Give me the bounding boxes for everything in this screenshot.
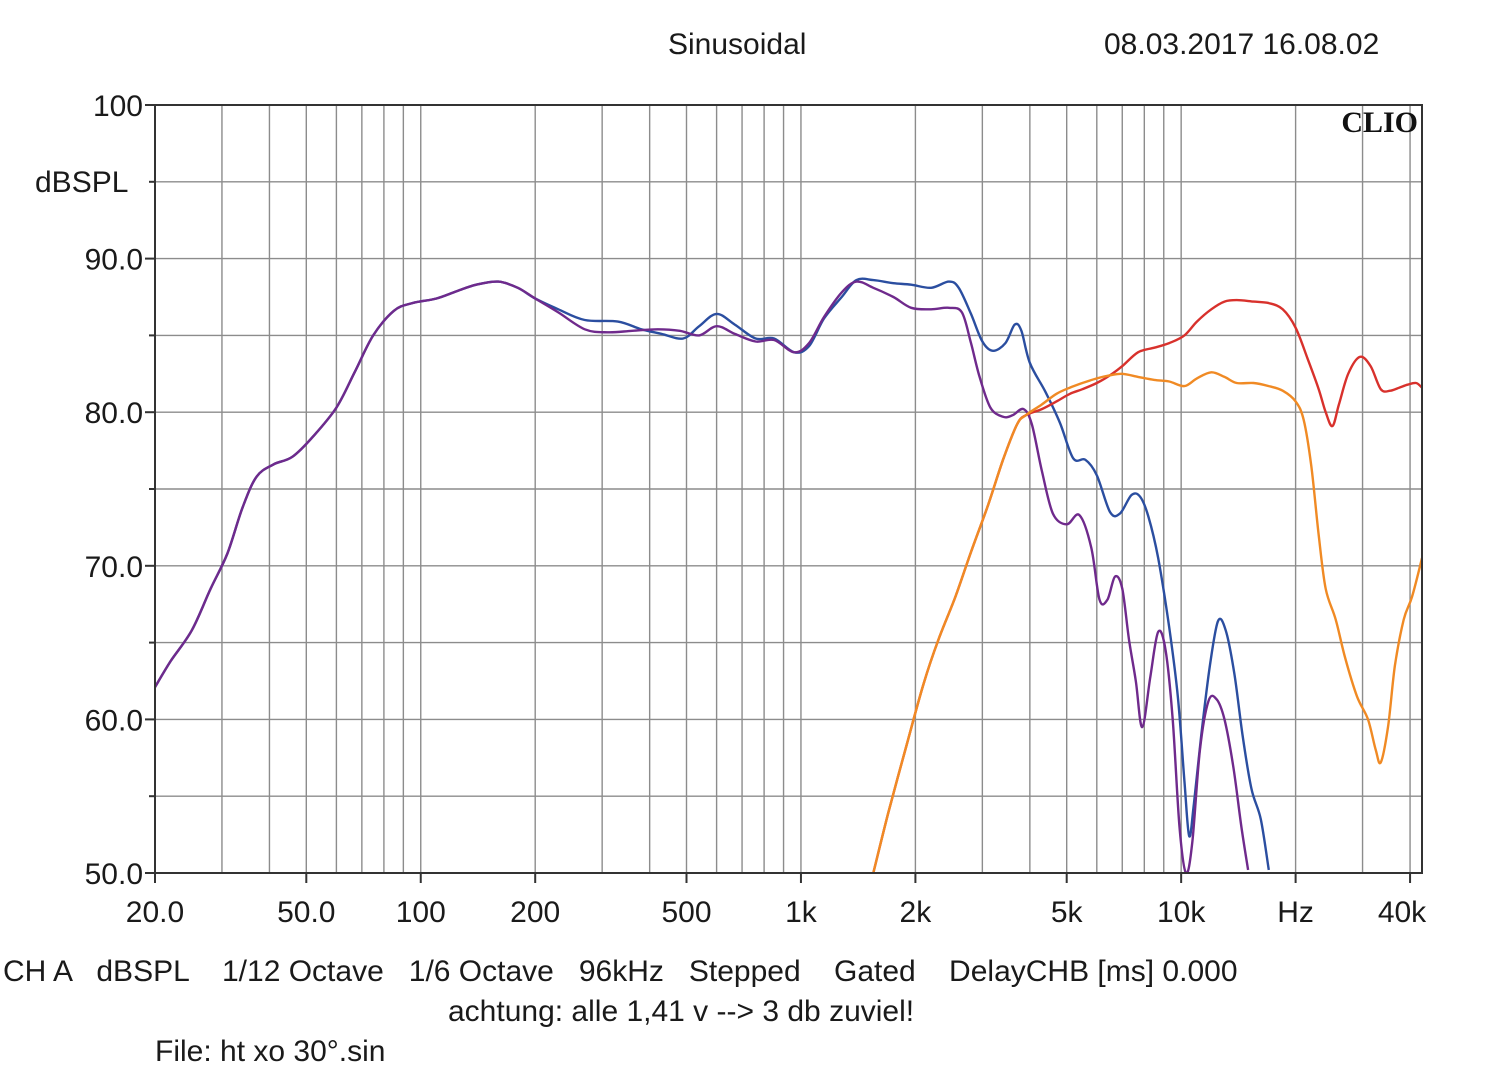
measurement-note: achtung: alle 1,41 v --> 3 db zuviel! — [448, 995, 915, 1028]
chart-title: Sinusoidal — [668, 28, 807, 61]
series-line-3 — [872, 298, 1422, 873]
x-tick-label: 500 — [661, 896, 711, 929]
axis-ticks: 100 90.0 80.0 70.0 60.0 50.0 20.0 50.0 100 200 500… — [85, 90, 1428, 929]
y-axis-label: dBSPL — [35, 166, 129, 199]
y-tick-label: 80.0 — [85, 397, 143, 430]
timestamp: 08.03.2017 16.08.02 — [1104, 28, 1380, 61]
x-tick-label: 5k — [1051, 896, 1084, 929]
series-group — [155, 277, 1422, 873]
y-tick-label: 100 — [93, 90, 143, 123]
y-tick-label: 90.0 — [85, 244, 143, 277]
x-tick-label: 10k — [1157, 896, 1206, 929]
y-tick-label: 60.0 — [85, 704, 143, 737]
series-line-1 — [155, 277, 1270, 871]
series-line-2 — [155, 280, 1250, 873]
y-tick-label: 70.0 — [85, 551, 143, 584]
file-name: File: ht xo 30°.sin — [155, 1035, 386, 1068]
y-tick-label: 50.0 — [85, 858, 143, 891]
x-tick-label: 50.0 — [277, 896, 335, 929]
clio-logo: CLIO — [1341, 106, 1418, 139]
x-tick-label: 200 — [510, 896, 560, 929]
x-tick-label: 2k — [900, 896, 933, 929]
x-tick-label: 40k — [1378, 896, 1427, 929]
measurement-settings: CH A dBSPL 1/12 Octave 1/6 Octave 96kHz … — [3, 955, 1238, 988]
x-tick-label: 100 — [396, 896, 446, 929]
x-tick-label: 20.0 — [126, 896, 184, 929]
x-tick-label: 1k — [785, 896, 818, 929]
series-line-4 — [872, 371, 1422, 873]
x-tick-label: Hz — [1277, 896, 1314, 929]
